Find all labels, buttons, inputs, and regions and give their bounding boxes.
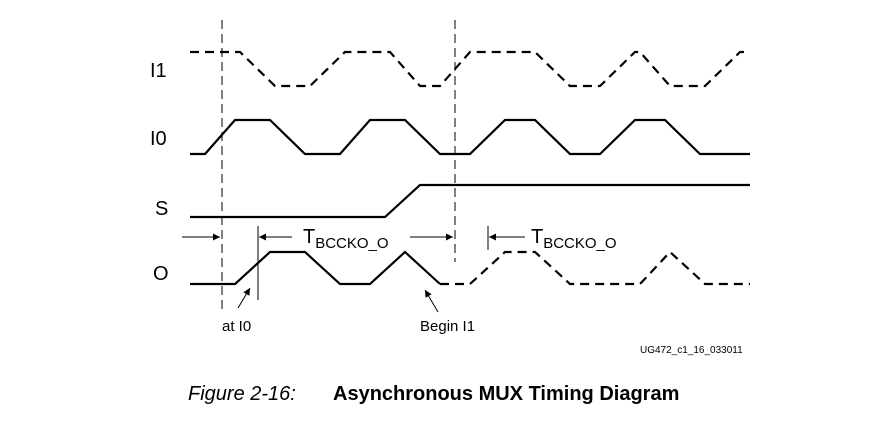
figure-id: UG472_c1_16_033011 [640,345,743,356]
timing-main: T [303,226,315,248]
timing-label: TBCCKO_O [531,226,617,252]
signal-label: S [155,198,168,220]
callout-label: Begin I1 [420,318,475,335]
waveform-i0 [190,118,750,156]
caption-number: Figure 2-16: [188,383,296,405]
timing-subscript: BCCKO_O [543,235,616,252]
timing-subscript: BCCKO_O [315,235,388,252]
signal-label: I1 [150,60,167,82]
waveform-o [190,250,441,286]
callout-label: at I0 [222,318,251,335]
timing-main: T [531,226,543,248]
waveform-o-dashed [440,250,750,286]
signal-label: I0 [150,128,167,150]
waveform-i1 [190,50,750,88]
callout-arrow [237,287,251,309]
caption-title: Asynchronous MUX Timing Diagram [333,383,679,405]
waveform-s [190,183,750,219]
timing-label: TBCCKO_O [303,226,389,252]
callout-arrow [424,289,439,313]
signal-label: O [153,263,169,285]
